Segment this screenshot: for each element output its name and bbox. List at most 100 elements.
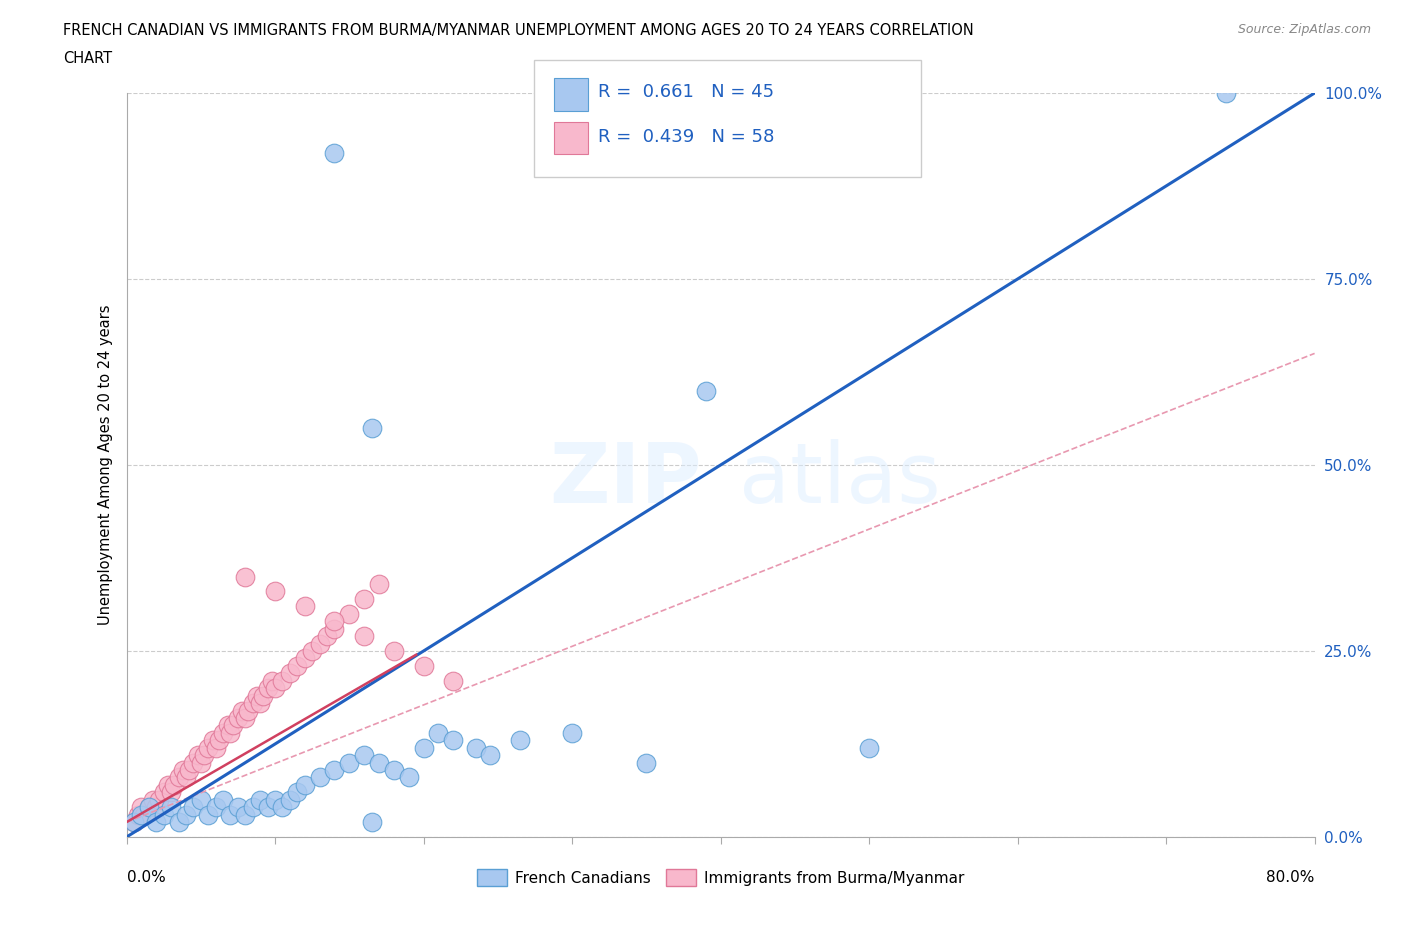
Point bbox=[249, 696, 271, 711]
Point bbox=[212, 725, 235, 740]
Point bbox=[238, 703, 260, 718]
Point bbox=[226, 800, 249, 815]
Point bbox=[122, 815, 145, 830]
Point bbox=[262, 673, 284, 688]
Point bbox=[204, 800, 226, 815]
Point bbox=[197, 807, 219, 822]
Point bbox=[353, 629, 375, 644]
Point bbox=[152, 807, 174, 822]
Point bbox=[337, 606, 360, 621]
Point bbox=[160, 785, 183, 800]
Point bbox=[148, 792, 170, 807]
Point bbox=[231, 703, 253, 718]
Point bbox=[131, 807, 153, 822]
Point bbox=[441, 733, 464, 748]
Point bbox=[249, 792, 271, 807]
Point bbox=[233, 569, 256, 584]
Point bbox=[278, 792, 301, 807]
Point bbox=[271, 800, 294, 815]
Point bbox=[174, 770, 197, 785]
Point bbox=[382, 763, 405, 777]
Point bbox=[412, 740, 434, 755]
Point bbox=[217, 718, 239, 733]
Point bbox=[264, 681, 287, 696]
Point bbox=[242, 800, 264, 815]
Point bbox=[636, 755, 658, 770]
Text: R =  0.439   N = 58: R = 0.439 N = 58 bbox=[598, 127, 773, 146]
Point bbox=[368, 755, 391, 770]
Point bbox=[695, 383, 717, 398]
Point bbox=[323, 763, 346, 777]
Point bbox=[264, 584, 287, 599]
Point bbox=[145, 815, 167, 830]
Text: R =  0.661   N = 45: R = 0.661 N = 45 bbox=[598, 83, 773, 101]
Point bbox=[207, 733, 229, 748]
Text: FRENCH CANADIAN VS IMMIGRANTS FROM BURMA/MYANMAR UNEMPLOYMENT AMONG AGES 20 TO 2: FRENCH CANADIAN VS IMMIGRANTS FROM BURMA… bbox=[63, 23, 974, 38]
Point bbox=[294, 777, 316, 792]
Point bbox=[187, 748, 209, 763]
Point bbox=[174, 807, 197, 822]
Point bbox=[219, 807, 242, 822]
Point bbox=[337, 755, 360, 770]
Point bbox=[167, 770, 190, 785]
Point bbox=[353, 591, 375, 606]
Point bbox=[441, 673, 464, 688]
Point bbox=[561, 725, 583, 740]
Point bbox=[252, 688, 274, 703]
Point bbox=[233, 807, 256, 822]
Point bbox=[138, 800, 160, 815]
Point bbox=[160, 800, 183, 815]
Point bbox=[122, 815, 145, 830]
Point bbox=[131, 800, 153, 815]
Point bbox=[509, 733, 531, 748]
Point bbox=[285, 658, 308, 673]
Text: Source: ZipAtlas.com: Source: ZipAtlas.com bbox=[1237, 23, 1371, 36]
Point bbox=[308, 770, 330, 785]
Point bbox=[1215, 86, 1237, 100]
Text: 0.0%: 0.0% bbox=[127, 870, 166, 885]
Point bbox=[219, 725, 242, 740]
Point bbox=[285, 785, 308, 800]
Point bbox=[427, 725, 450, 740]
Point bbox=[308, 636, 330, 651]
Text: 80.0%: 80.0% bbox=[1267, 870, 1315, 885]
Point bbox=[353, 748, 375, 763]
Point bbox=[246, 688, 269, 703]
Text: atlas: atlas bbox=[738, 439, 941, 521]
Point bbox=[172, 763, 194, 777]
Point bbox=[145, 800, 167, 815]
Point bbox=[256, 681, 278, 696]
Point bbox=[256, 800, 278, 815]
Point bbox=[323, 614, 346, 629]
Point bbox=[142, 792, 165, 807]
Point bbox=[264, 792, 287, 807]
Point bbox=[226, 711, 249, 725]
Point bbox=[183, 800, 205, 815]
Point bbox=[190, 792, 212, 807]
Point bbox=[212, 792, 235, 807]
Point bbox=[233, 711, 256, 725]
Point bbox=[398, 770, 420, 785]
Point bbox=[201, 733, 224, 748]
Point bbox=[190, 755, 212, 770]
Legend: French Canadians, Immigrants from Burma/Myanmar: French Canadians, Immigrants from Burma/… bbox=[471, 863, 970, 893]
Point bbox=[127, 807, 149, 822]
Point bbox=[301, 644, 323, 658]
Point bbox=[323, 621, 346, 636]
Point bbox=[167, 815, 190, 830]
Point bbox=[278, 666, 301, 681]
Point bbox=[464, 740, 486, 755]
Point bbox=[163, 777, 186, 792]
Point bbox=[294, 651, 316, 666]
Point bbox=[316, 629, 339, 644]
Y-axis label: Unemployment Among Ages 20 to 24 years: Unemployment Among Ages 20 to 24 years bbox=[97, 305, 112, 625]
Point bbox=[197, 740, 219, 755]
Point bbox=[204, 740, 226, 755]
Point bbox=[479, 748, 502, 763]
Point bbox=[412, 658, 434, 673]
Point bbox=[360, 420, 382, 435]
Point bbox=[382, 644, 405, 658]
Point bbox=[271, 673, 294, 688]
Point bbox=[858, 740, 880, 755]
Point bbox=[138, 800, 160, 815]
